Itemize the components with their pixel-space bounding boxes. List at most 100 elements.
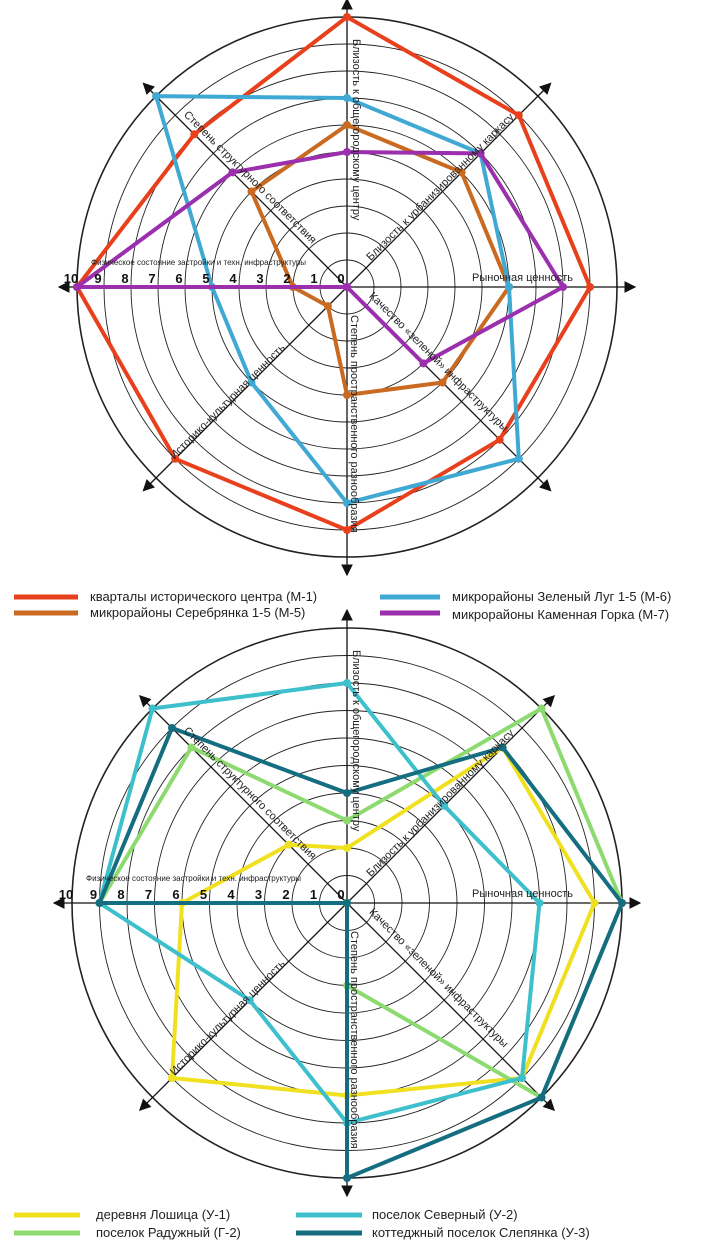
data-point bbox=[148, 704, 157, 713]
data-point bbox=[323, 302, 332, 311]
ring-number: 4 bbox=[229, 271, 237, 286]
axis-title-market-value: Рыночная ценность bbox=[472, 272, 573, 284]
axis-title-green-infrastructure: Качество «зеленой» инфраструктуры bbox=[366, 906, 510, 1050]
data-point bbox=[537, 704, 546, 713]
data-point bbox=[187, 743, 196, 752]
data-point bbox=[457, 168, 466, 177]
data-point bbox=[498, 743, 507, 752]
data-point bbox=[343, 899, 351, 907]
data-point bbox=[168, 724, 176, 732]
data-point bbox=[590, 899, 599, 907]
ring-number: 3 bbox=[256, 271, 263, 286]
data-point bbox=[476, 149, 485, 158]
ring-number: 6 bbox=[175, 271, 182, 286]
axis-title-historic-value: Историко-культурная ценность bbox=[168, 958, 288, 1078]
data-point bbox=[618, 899, 626, 907]
data-point bbox=[518, 1074, 526, 1082]
ring-number: 6 bbox=[172, 887, 179, 902]
ring-number: 0 bbox=[337, 887, 344, 902]
series-line bbox=[75, 150, 565, 366]
data-point bbox=[343, 844, 351, 852]
data-point bbox=[247, 378, 256, 387]
data-point bbox=[73, 283, 81, 291]
data-point bbox=[95, 899, 104, 907]
ring-number: 8 bbox=[117, 887, 124, 902]
data-point bbox=[247, 187, 256, 196]
data-point bbox=[343, 789, 351, 797]
legend-label: микрорайоны Каменная Горка (М-7) bbox=[452, 607, 669, 622]
data-point bbox=[343, 499, 351, 507]
ring-number: 9 bbox=[90, 887, 97, 902]
ring-number: 1 bbox=[310, 887, 317, 902]
data-point bbox=[343, 283, 351, 291]
radar-chart-2: 0 1 2 3 4 5 6 7 8 9 10 Близость к общего… bbox=[52, 608, 642, 1198]
data-point bbox=[438, 378, 447, 387]
data-point bbox=[514, 454, 523, 463]
data-point bbox=[514, 111, 523, 120]
legend-label: деревня Лошица (У-1) bbox=[96, 1207, 230, 1222]
data-point bbox=[228, 168, 237, 177]
axis-title-center-proximity: Близость к общегородскому центру bbox=[350, 650, 362, 832]
axis-title-spatial-diversity: Степень пространственного разнообразия bbox=[348, 315, 360, 533]
ring-number: 2 bbox=[283, 271, 290, 286]
legend-label: микрорайоны Зеленый Луг 1-5 (М-6) bbox=[452, 589, 671, 604]
axis-line bbox=[346, 694, 556, 904]
ring-number: 7 bbox=[145, 887, 152, 902]
data-point bbox=[586, 283, 594, 291]
axis-title-structural-fit: Степень структурного соответствия bbox=[181, 109, 318, 246]
ring-number: 2 bbox=[282, 887, 289, 902]
axis-title-physical-condition: Физическое состояние застройки и техн. и… bbox=[86, 874, 301, 883]
ring-number: 9 bbox=[94, 271, 101, 286]
data-point bbox=[245, 996, 254, 1005]
ring-number: 5 bbox=[202, 271, 209, 286]
data-point bbox=[419, 359, 428, 368]
data-point bbox=[343, 816, 351, 825]
ring-number: 3 bbox=[255, 887, 262, 902]
ring-number: 7 bbox=[148, 271, 155, 286]
axis-title-market-value: Рыночная ценность bbox=[472, 888, 573, 900]
data-point bbox=[343, 1174, 351, 1182]
legend-label: микрорайоны Серебрянка 1-5 (М-5) bbox=[90, 605, 305, 620]
legend-label: поселок Северный (У-2) bbox=[372, 1207, 518, 1222]
ring-number: 5 bbox=[200, 887, 207, 902]
legend-label: поселок Радужный (Г-2) bbox=[96, 1225, 241, 1240]
axis-line bbox=[142, 82, 348, 288]
axis-title-physical-condition: Физическое состояние застройки и техн. и… bbox=[91, 258, 306, 267]
axis-title-center-proximity: Близость к общегородскому центру bbox=[350, 39, 362, 221]
data-point bbox=[440, 801, 449, 810]
data-point bbox=[505, 283, 513, 291]
data-point bbox=[343, 391, 351, 399]
ring-numbers-2: 0 1 2 3 4 5 6 7 8 9 10 bbox=[59, 887, 345, 902]
data-point bbox=[284, 840, 293, 849]
axis-title-historic-value: Историко-культурная ценность bbox=[168, 342, 288, 462]
ring-number: 4 bbox=[227, 887, 235, 902]
data-point bbox=[171, 454, 180, 463]
data-point bbox=[343, 94, 351, 102]
ring-number: 10 bbox=[59, 887, 73, 902]
data-point bbox=[190, 130, 199, 139]
data-point bbox=[535, 899, 544, 907]
data-point bbox=[152, 92, 161, 101]
data-point bbox=[559, 283, 567, 291]
data-point bbox=[343, 121, 351, 129]
ring-numbers-1: 0 1 2 3 4 5 6 7 8 9 10 bbox=[64, 271, 345, 286]
data-point bbox=[495, 435, 504, 444]
legend-label: кварталы исторического центра (М-1) bbox=[90, 589, 317, 604]
data-point bbox=[343, 679, 351, 687]
radar-series-1 bbox=[73, 13, 594, 534]
legend-2: деревня Лошица (У-1) поселок Радужный (Г… bbox=[14, 1207, 590, 1240]
data-point bbox=[537, 1093, 546, 1102]
ring-number: 1 bbox=[310, 271, 317, 286]
ring-number: 10 bbox=[64, 271, 78, 286]
axis-title-green-infrastructure: Качество «зеленой» инфраструктуры bbox=[366, 290, 510, 434]
data-point bbox=[343, 13, 351, 21]
ring-number: 0 bbox=[337, 271, 344, 286]
data-point bbox=[168, 1074, 176, 1082]
ring-number: 8 bbox=[121, 271, 128, 286]
legend-label: коттеджный поселок Слепянка (У-3) bbox=[372, 1225, 590, 1240]
legend-1: кварталы исторического центра (М-1) микр… bbox=[14, 589, 671, 622]
radar-series-2 bbox=[95, 679, 626, 1182]
axis-title-spatial-diversity: Степень пространственного разнообразия bbox=[348, 931, 360, 1149]
data-point bbox=[343, 148, 351, 156]
